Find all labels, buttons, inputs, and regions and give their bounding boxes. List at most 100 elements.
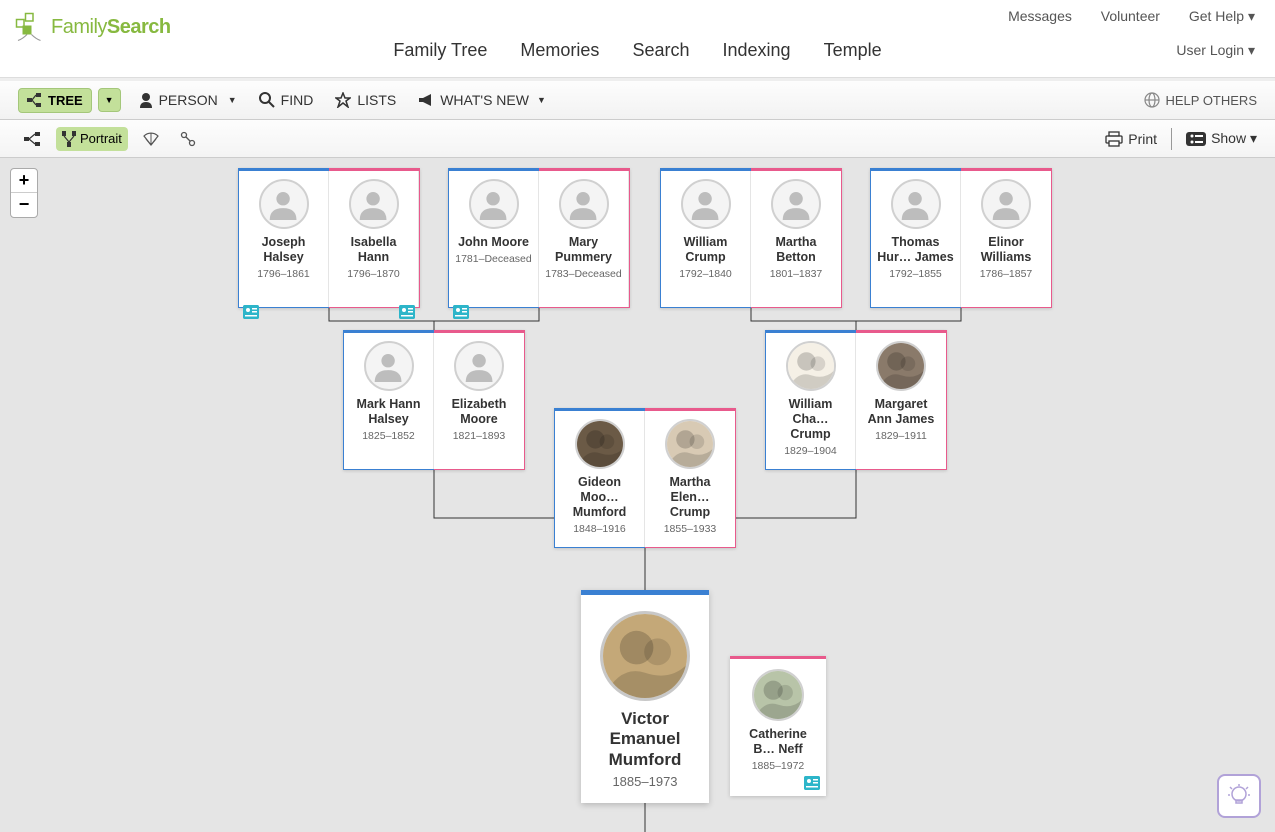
lists-button[interactable]: LISTS xyxy=(335,92,396,108)
zoom-control: + − xyxy=(10,168,38,218)
person-male[interactable]: John Moore 1781–Deceased xyxy=(449,171,539,307)
lightbulb-icon xyxy=(1226,783,1252,809)
portrait xyxy=(752,669,804,721)
find-button[interactable]: FIND xyxy=(259,92,314,108)
record-hint-badge[interactable] xyxy=(243,305,259,319)
person-male[interactable]: Gideon Moo… Mumford1848–1916 xyxy=(555,411,645,547)
view-landscape-button[interactable] xyxy=(18,128,48,150)
whats-new-caret-icon: ▼ xyxy=(537,95,546,105)
logo-icon xyxy=(15,12,45,42)
person-name: Mary Pummery xyxy=(543,235,624,265)
person-years: 1792–1840 xyxy=(665,268,746,280)
show-button[interactable]: Show ▾ xyxy=(1186,130,1257,147)
toolbar-primary: TREE ▼ PERSON ▼ FIND LISTS WHAT'S NEW ▼ … xyxy=(0,78,1275,120)
whats-new-button[interactable]: WHAT'S NEW ▼ xyxy=(418,92,546,108)
record-hint-badge[interactable] xyxy=(453,305,469,319)
portrait xyxy=(600,611,690,701)
person-caret-icon: ▼ xyxy=(228,95,237,105)
tree-button[interactable]: TREE xyxy=(18,88,92,113)
print-label: Print xyxy=(1128,131,1157,147)
person-years: 1885–1972 xyxy=(736,760,820,772)
person-years: 1825–1852 xyxy=(348,430,429,442)
view-fan-button[interactable] xyxy=(136,127,166,151)
person-male[interactable]: Thomas Hur… James1792–1855 xyxy=(871,171,961,307)
toolbar-secondary: Portrait Print Show ▾ xyxy=(0,120,1275,158)
couple-card-gen3-3[interactable]: Thomas Hur… James1792–1855Elinor William… xyxy=(870,168,1052,308)
record-hint-badge[interactable] xyxy=(399,305,415,319)
person-name: Isabella Hann xyxy=(333,235,414,265)
link-get-help[interactable]: Get Help ▾ xyxy=(1189,8,1255,24)
person-female[interactable]: Elizabeth Moore1821–1893 xyxy=(434,333,524,469)
nav-family-tree[interactable]: Family Tree xyxy=(393,40,487,60)
couple-card-gen3-0[interactable]: Joseph Halsey1796–1861Isabella Hann1796–… xyxy=(238,168,420,308)
person-female[interactable]: Elinor Williams1786–1857 xyxy=(961,171,1051,307)
person-male[interactable]: Joseph Halsey1796–1861 xyxy=(239,171,329,307)
portrait xyxy=(349,179,399,229)
person-name: Martha Betton xyxy=(755,235,837,265)
couple-card-gen2-1[interactable]: William Cha… Crump1829–1904Margaret Ann … xyxy=(765,330,947,470)
tree-canvas[interactable]: + − Joseph Halsey1796–1861Isabella Hann1… xyxy=(0,158,1275,832)
logo[interactable]: FamilySearch xyxy=(15,12,171,42)
spouse-card[interactable]: Catherine B… Neff1885–1972 xyxy=(730,656,826,796)
couple-card-gen1-0[interactable]: Gideon Moo… Mumford1848–1916Martha Elen…… xyxy=(554,408,736,548)
print-button[interactable]: Print xyxy=(1105,131,1157,147)
couple-card-gen3-2[interactable]: William Crump1792–1840Martha Betton1801–… xyxy=(660,168,842,308)
person-male[interactable]: Mark Hann Halsey1825–1852 xyxy=(344,333,434,469)
nav-indexing[interactable]: Indexing xyxy=(723,40,791,60)
printer-icon xyxy=(1105,131,1123,147)
view-descendancy-button[interactable] xyxy=(174,127,202,151)
person-name: John Moore xyxy=(453,235,534,250)
tree-icon xyxy=(27,93,43,107)
person-name: Victor Emanuel Mumford xyxy=(591,709,699,770)
descendancy-icon xyxy=(180,131,196,147)
megaphone-icon xyxy=(418,93,434,107)
nav-memories[interactable]: Memories xyxy=(520,40,599,60)
person-icon xyxy=(139,92,153,108)
person-female[interactable]: Martha Betton1801–1837 xyxy=(751,171,841,307)
logo-text-search: Search xyxy=(107,16,171,38)
view-portrait-button[interactable]: Portrait xyxy=(56,127,128,151)
person-female[interactable]: Mary Pummery1783–Deceased xyxy=(539,171,629,307)
link-volunteer[interactable]: Volunteer xyxy=(1101,8,1160,24)
person-name: Joseph Halsey xyxy=(243,235,324,265)
person-male[interactable]: William Crump1792–1840 xyxy=(661,171,751,307)
couple-card-gen3-1[interactable]: John Moore 1781–Deceased Mary Pummery1783–… xyxy=(448,168,630,308)
person-female[interactable]: Martha Elen… Crump1855–1933 xyxy=(645,411,735,547)
person-name: Gideon Moo… Mumford xyxy=(559,475,640,520)
person-name: Thomas Hur… James xyxy=(875,235,956,265)
logo-text-family: Family xyxy=(51,16,107,38)
person-years: 1821–1893 xyxy=(438,430,520,442)
person-button[interactable]: PERSON ▼ xyxy=(139,92,237,108)
person-female[interactable]: Isabella Hann1796–1870 xyxy=(329,171,419,307)
portrait xyxy=(469,179,519,229)
landscape-icon xyxy=(24,132,42,146)
nav-temple[interactable]: Temple xyxy=(824,40,882,60)
person-years: 1781–Deceased xyxy=(453,253,534,265)
tree-dropdown[interactable]: ▼ xyxy=(98,88,121,112)
portrait xyxy=(454,341,504,391)
person-years: 1786–1857 xyxy=(965,268,1047,280)
person-female[interactable]: Margaret Ann James1829–1911 xyxy=(856,333,946,469)
nav-search[interactable]: Search xyxy=(632,40,689,60)
help-others-button[interactable]: HELP OTHERS xyxy=(1144,92,1257,108)
zoom-in-button[interactable]: + xyxy=(11,169,37,193)
top-links: Messages Volunteer Get Help ▾ xyxy=(983,8,1255,25)
toolbar-divider xyxy=(1171,128,1172,150)
couple-card-gen2-0[interactable]: Mark Hann Halsey1825–1852Elizabeth Moore… xyxy=(343,330,525,470)
portrait xyxy=(876,341,926,391)
record-hint-badge[interactable] xyxy=(804,776,820,790)
focus-person-card[interactable]: Victor Emanuel Mumford1885–1973 xyxy=(581,590,709,803)
find-label: FIND xyxy=(281,92,314,108)
portrait xyxy=(559,179,609,229)
portrait xyxy=(786,341,836,391)
link-messages[interactable]: Messages xyxy=(1008,8,1072,24)
person-years: 1829–1904 xyxy=(770,445,851,457)
zoom-out-button[interactable]: − xyxy=(11,193,37,217)
hints-button[interactable] xyxy=(1217,774,1261,818)
help-others-label: HELP OTHERS xyxy=(1165,93,1257,108)
portrait xyxy=(681,179,731,229)
person-name: Margaret Ann James xyxy=(860,397,942,427)
person-male[interactable]: William Cha… Crump1829–1904 xyxy=(766,333,856,469)
link-user-login[interactable]: User Login ▾ xyxy=(1176,42,1255,58)
show-label: Show ▾ xyxy=(1211,130,1257,147)
